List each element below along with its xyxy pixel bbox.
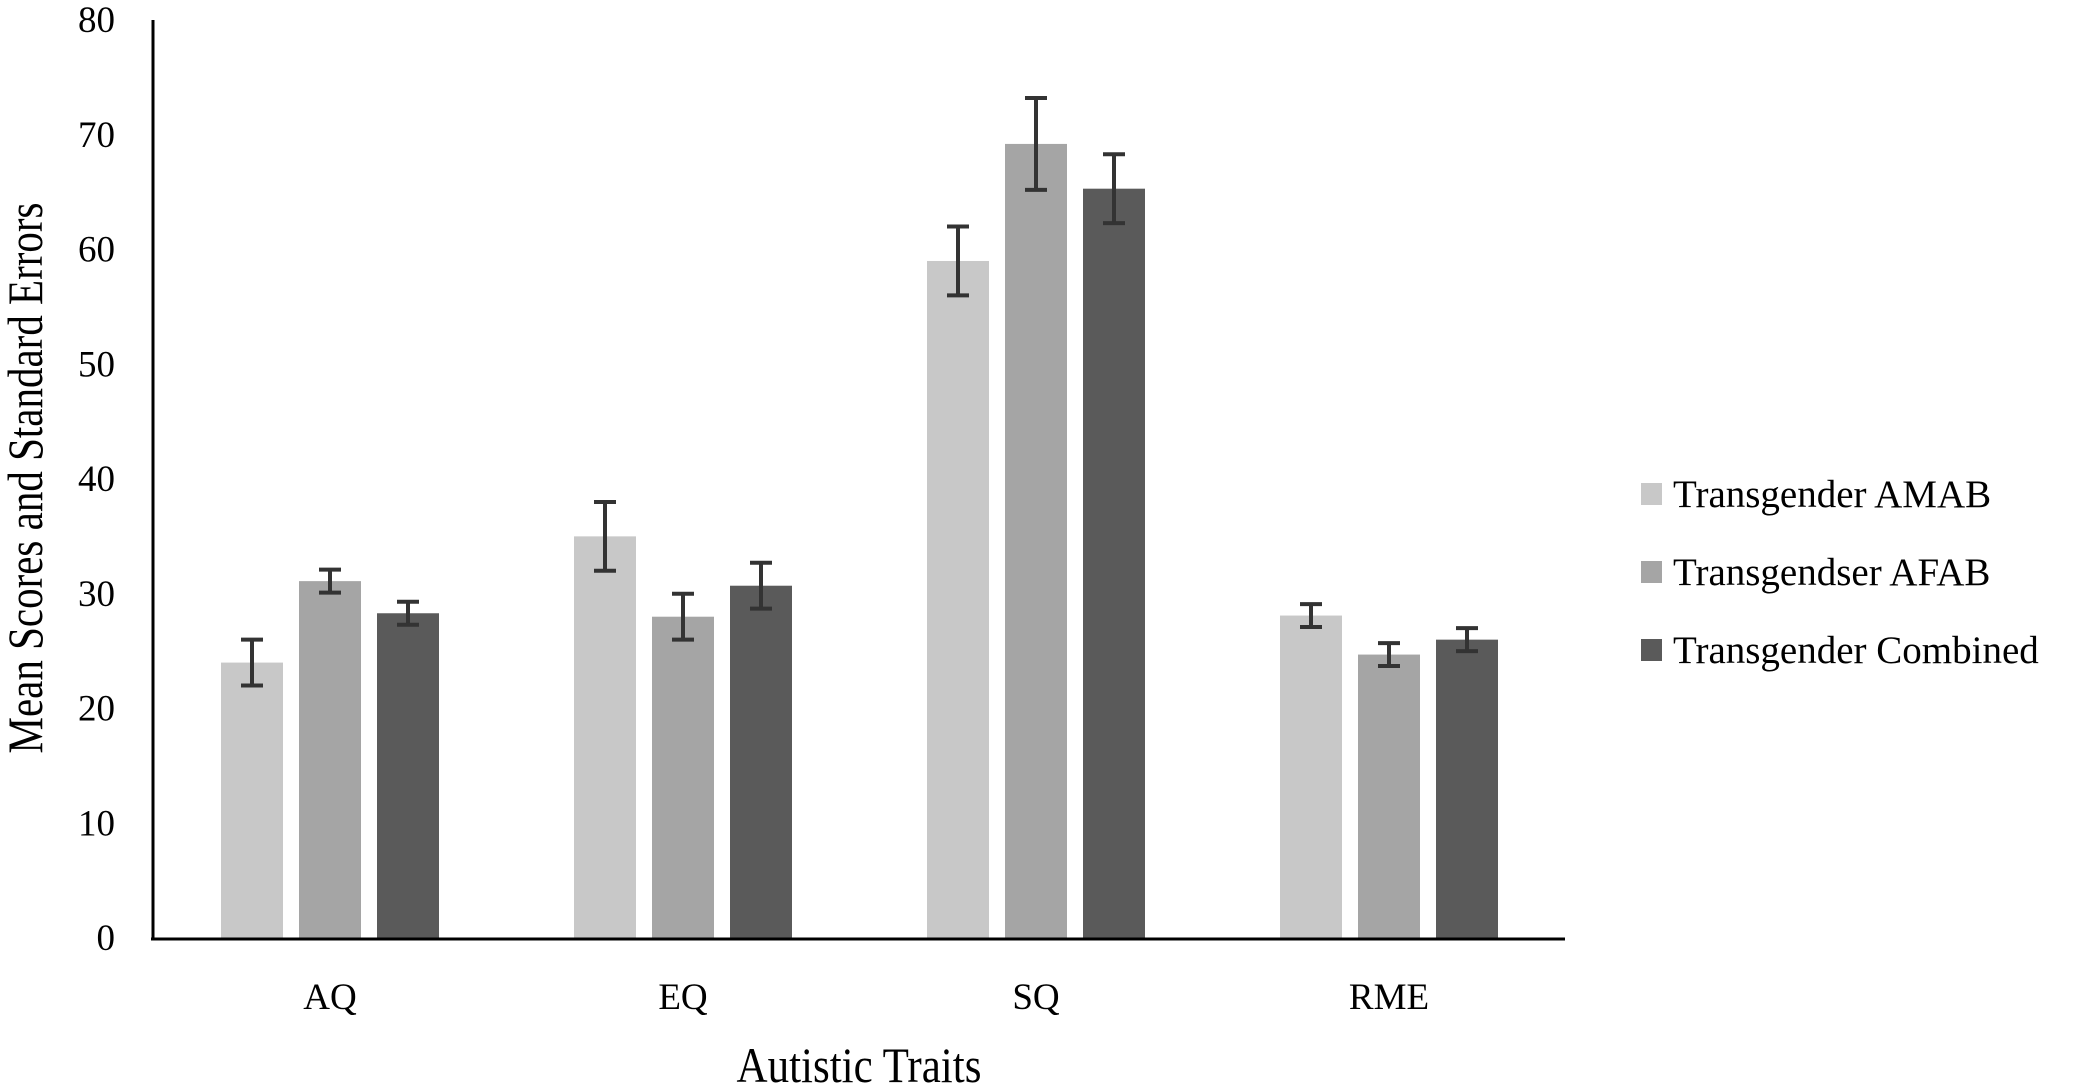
x-category-label: EQ xyxy=(658,977,708,1018)
bar-rme-0 xyxy=(1280,615,1342,938)
legend-swatch-afab xyxy=(1641,561,1662,583)
bar-eq-1 xyxy=(652,616,714,938)
x-category-label: RME xyxy=(1349,977,1429,1018)
x-category-label: SQ xyxy=(1012,977,1060,1018)
y-tick-label: 80 xyxy=(78,0,115,41)
y-tick-label: 20 xyxy=(78,689,115,730)
legend-swatch-amab xyxy=(1641,483,1662,505)
error-bars xyxy=(241,96,1478,688)
bar-aq-1 xyxy=(299,581,361,938)
x-axis-title: Autistic Traits xyxy=(737,1038,982,1089)
bars xyxy=(221,143,1498,939)
y-tick-label: 60 xyxy=(78,230,115,271)
legend-item-amab: Transgender AMAB xyxy=(1641,455,2039,533)
bar-rme-1 xyxy=(1358,654,1420,938)
y-axis-title-text: Mean Scores and Standard Errors xyxy=(0,202,53,753)
y-tick-label: 30 xyxy=(78,574,115,615)
y-tick-label: 40 xyxy=(78,459,115,500)
bar-rme-2 xyxy=(1436,639,1498,938)
y-tick-label: 0 xyxy=(97,918,116,959)
bar-eq-2 xyxy=(730,585,792,938)
bar-sq-0 xyxy=(927,260,989,939)
bar-sq-1 xyxy=(1005,143,1067,938)
legend: Transgender AMAB Transgendser AFAB Trans… xyxy=(1641,455,2039,689)
legend-swatch-combined xyxy=(1641,639,1662,661)
y-tick-label: 10 xyxy=(78,803,115,844)
y-axis-title: Mean Scores and Standard Errors xyxy=(0,202,53,753)
legend-label-afab: Transgendser AFAB xyxy=(1673,550,1991,594)
legend-label-amab: Transgender AMAB xyxy=(1673,472,1992,516)
y-axis-ticks: 0 10 20 30 40 50 60 70 80 xyxy=(78,0,115,959)
bar-aq-2 xyxy=(377,613,439,938)
y-tick-label: 70 xyxy=(78,115,115,156)
legend-item-afab: Transgendser AFAB xyxy=(1641,533,2039,611)
legend-label-combined: Transgender Combined xyxy=(1673,628,2039,672)
y-tick-label: 50 xyxy=(78,344,115,385)
x-axis-category-labels: AQ EQ SQ RME xyxy=(303,977,1429,1018)
x-category-label: AQ xyxy=(303,977,357,1018)
bar-aq-0 xyxy=(221,662,283,938)
bar-eq-0 xyxy=(574,536,636,938)
bar-sq-2 xyxy=(1083,188,1145,938)
legend-item-combined: Transgender Combined xyxy=(1641,611,2039,689)
